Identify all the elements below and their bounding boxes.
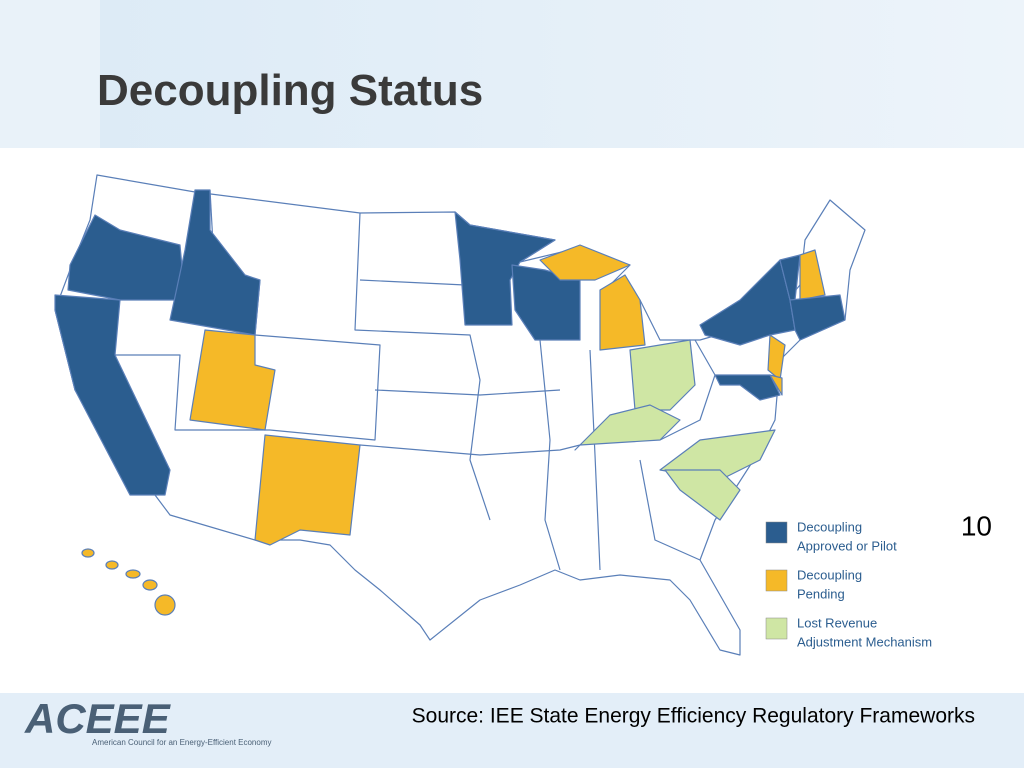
island bbox=[142, 579, 158, 591]
state bbox=[511, 264, 581, 341]
state-line bbox=[359, 444, 581, 456]
logo-tagline: American Council for an Energy-Efficient… bbox=[92, 738, 272, 747]
state bbox=[169, 189, 261, 336]
us-map bbox=[54, 174, 866, 656]
legend-label: Lost Revenue bbox=[797, 615, 877, 630]
island bbox=[81, 548, 95, 558]
page-number: 10 bbox=[961, 510, 992, 541]
state-line bbox=[354, 212, 491, 521]
legend: Decoupling Approved or Pilot Decoupling Pen… bbox=[765, 519, 932, 649]
state-line bbox=[539, 339, 561, 571]
legend-label: Pending bbox=[797, 586, 845, 601]
logo: ACEEE American Council for an Energy-Eff… bbox=[24, 695, 272, 747]
island bbox=[154, 594, 176, 616]
state bbox=[629, 339, 696, 411]
legend-label: Decoupling bbox=[797, 519, 862, 534]
legend-swatch bbox=[765, 617, 788, 640]
state bbox=[769, 374, 783, 396]
state bbox=[454, 211, 556, 326]
state-line bbox=[359, 279, 466, 286]
state bbox=[599, 274, 646, 351]
state bbox=[664, 469, 741, 521]
state bbox=[789, 294, 846, 341]
states bbox=[54, 189, 846, 616]
title: Decoupling Status bbox=[97, 66, 483, 115]
state bbox=[189, 329, 276, 431]
footer-band bbox=[0, 693, 1024, 768]
state bbox=[254, 434, 361, 546]
legend-label: Approved or Pilot bbox=[797, 538, 897, 553]
legend-label: Adjustment Mechanism bbox=[797, 634, 932, 649]
legend-label: Decoupling bbox=[797, 567, 862, 582]
state-line bbox=[589, 349, 601, 571]
state-line bbox=[115, 354, 270, 431]
state bbox=[574, 404, 681, 451]
state-line bbox=[374, 389, 561, 396]
source: Source: IEE State Energy Efficiency Regu… bbox=[412, 705, 975, 728]
header-band bbox=[0, 0, 1024, 148]
legend-swatch bbox=[765, 569, 788, 592]
logo-name: ACEEE bbox=[24, 695, 172, 742]
state bbox=[539, 244, 631, 281]
state-line bbox=[659, 339, 716, 441]
legend-swatch bbox=[765, 521, 788, 544]
state bbox=[54, 294, 171, 496]
state bbox=[799, 249, 826, 301]
state-line bbox=[639, 459, 701, 561]
header-block bbox=[0, 0, 100, 148]
island bbox=[105, 560, 119, 570]
island bbox=[125, 569, 141, 579]
